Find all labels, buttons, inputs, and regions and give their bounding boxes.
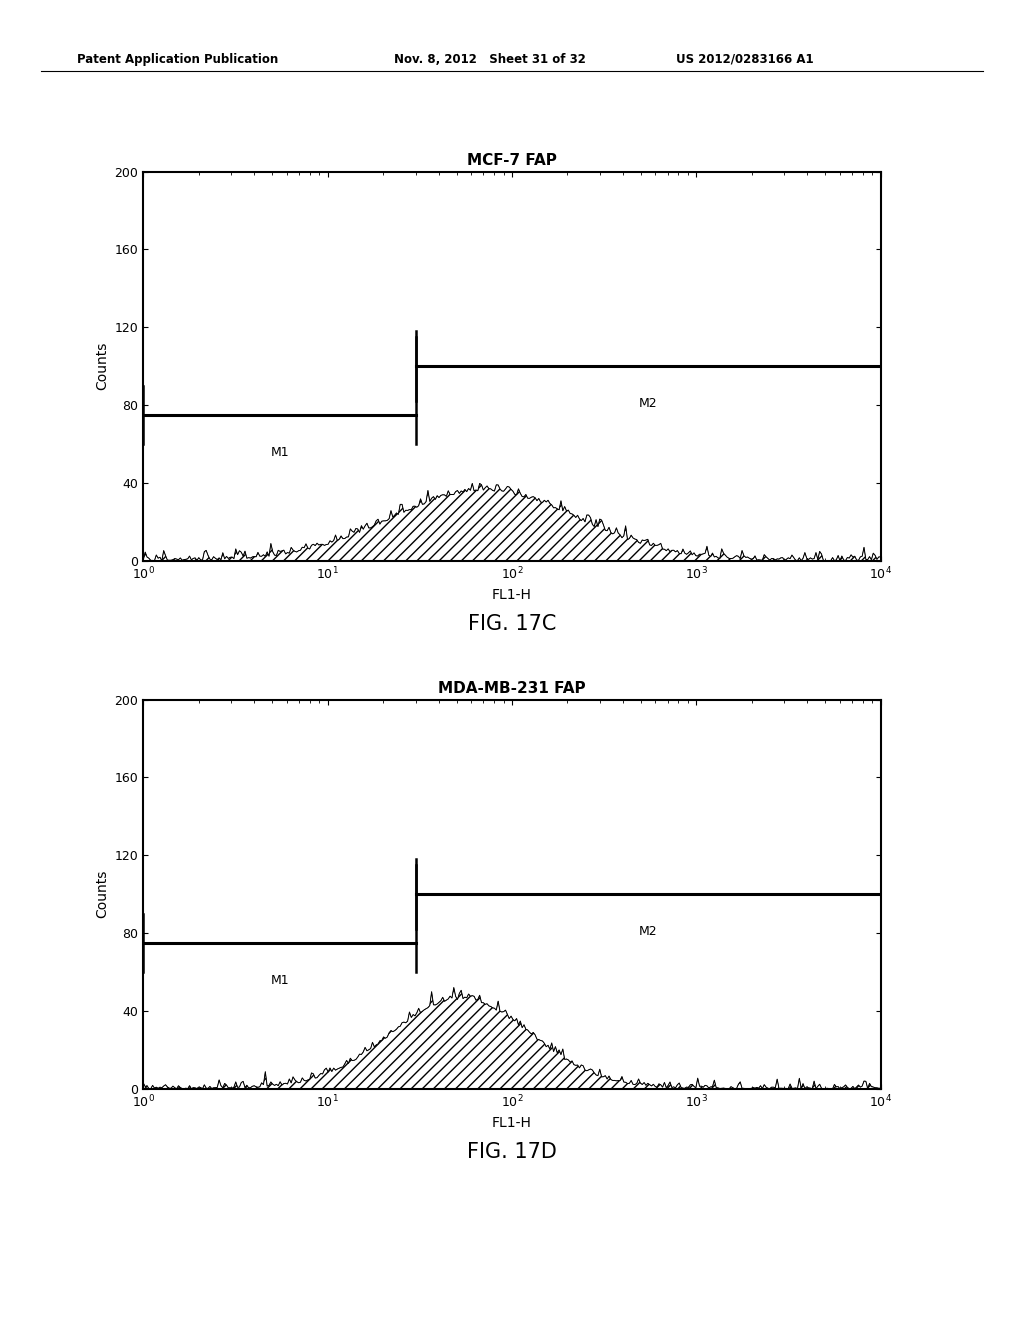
Text: FIG. 17C: FIG. 17C — [468, 614, 556, 634]
X-axis label: FL1-H: FL1-H — [493, 587, 531, 602]
Y-axis label: Counts: Counts — [95, 870, 110, 919]
Text: Nov. 8, 2012   Sheet 31 of 32: Nov. 8, 2012 Sheet 31 of 32 — [394, 53, 586, 66]
Text: M1: M1 — [270, 974, 289, 987]
Text: US 2012/0283166 A1: US 2012/0283166 A1 — [676, 53, 813, 66]
Y-axis label: Counts: Counts — [95, 342, 110, 391]
Text: M2: M2 — [639, 397, 657, 411]
Text: M2: M2 — [639, 925, 657, 939]
Text: FIG. 17D: FIG. 17D — [467, 1142, 557, 1162]
Title: MDA-MB-231 FAP: MDA-MB-231 FAP — [438, 681, 586, 696]
Title: MCF-7 FAP: MCF-7 FAP — [467, 153, 557, 168]
Text: M1: M1 — [270, 446, 289, 459]
X-axis label: FL1-H: FL1-H — [493, 1115, 531, 1130]
Text: Patent Application Publication: Patent Application Publication — [77, 53, 279, 66]
